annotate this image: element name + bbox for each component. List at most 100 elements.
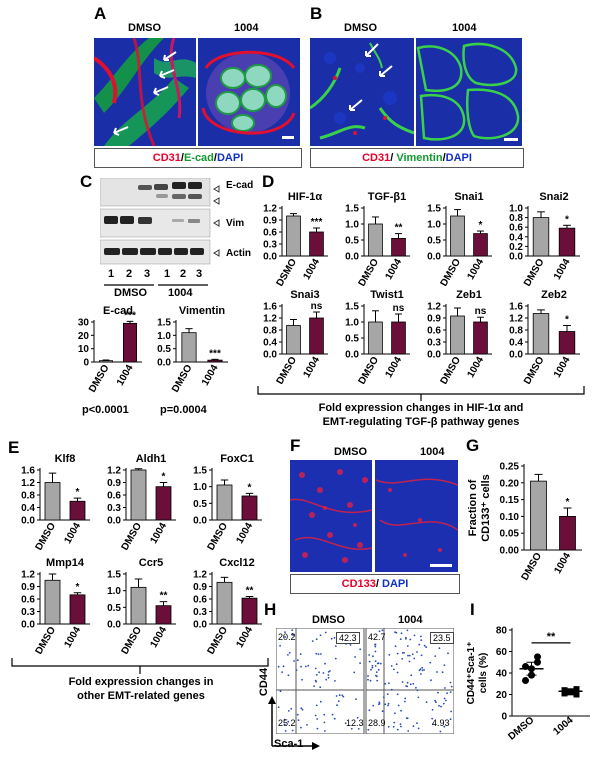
flow-event-dot <box>333 717 336 720</box>
bar <box>532 217 550 257</box>
y-tick-label: 0.3 <box>263 240 277 251</box>
y-axis-label: CD133⁺ cells <box>480 474 492 542</box>
data-point <box>573 686 580 693</box>
chart-i: 0 20 40 60 80 DMSO 1004 ** CD44⁺Sca-1⁺ cells (%) <box>466 626 590 743</box>
flow-event-dot <box>388 654 391 656</box>
bar <box>391 321 406 355</box>
chart-body: Aldh1 0.0 0.30.6 0.91.2 DMSO * 1004 <box>107 453 176 550</box>
y-tick-label: 20 <box>78 331 90 342</box>
flow-event-dot <box>371 665 374 667</box>
flow-event-dot <box>334 657 337 660</box>
legend-cd31: CD31 <box>362 152 391 164</box>
y-tick-label: 1.0 <box>193 482 207 493</box>
category-label: DMSO <box>357 257 382 286</box>
chart-title: HIF-1α <box>288 191 323 203</box>
data-point <box>561 687 568 694</box>
chart-body: TGF-β1 0.0 0.5 1.0 1.5 DMSO ** 1004 <box>345 191 410 286</box>
panel-b-dmso-image <box>310 38 414 146</box>
category-label: 1004 <box>552 257 573 282</box>
flow-event-dot <box>344 722 347 725</box>
y-tick-label: 0.5 <box>193 499 207 510</box>
panel-a-1004-image <box>198 38 300 146</box>
data-point <box>573 691 580 698</box>
flow-event-dot <box>387 725 390 728</box>
flow-event-dot <box>412 725 415 728</box>
flow-event-dot <box>314 679 317 682</box>
y-tick-label: 1.6 <box>509 302 523 313</box>
panel-f-dmso-title: DMSO <box>334 446 367 458</box>
flow-event-dot <box>416 689 419 692</box>
legend-sep: / <box>213 152 217 164</box>
flow-event-dot <box>333 636 336 639</box>
legend-vimentin: Vimentin <box>396 152 443 164</box>
flow-event-dot <box>443 697 446 700</box>
bar <box>286 325 301 355</box>
flow-event-dot <box>349 644 352 646</box>
category-label: 1004 <box>148 521 169 546</box>
flow-event-dot <box>324 662 326 665</box>
y-tick-label: 1.0 <box>107 586 121 597</box>
panel-b-legend: CD31/ Vimentin/DAPI <box>310 148 524 168</box>
flow-event-dot <box>323 713 326 716</box>
bar <box>241 597 258 625</box>
panel-f-1004-title: 1004 <box>420 446 445 458</box>
y-tick-label: 0.0 <box>263 252 277 263</box>
blot-group-dmso: DMSO <box>114 287 147 299</box>
legend-ecad: E-cad <box>183 152 214 164</box>
chart-body: E-cad 0 10 20 30 DMSO *** 1004 <box>78 305 142 394</box>
y-tick-label: 0 <box>83 358 89 369</box>
y-tick-label: 0.9 <box>21 582 35 593</box>
t1004-q-lr: 4.93 <box>432 718 450 728</box>
flow-event-dot <box>405 637 407 640</box>
legend-dapi: DAPI <box>382 578 409 590</box>
flow-event-dot <box>374 645 377 648</box>
lane-number: 1 <box>164 268 171 280</box>
chart-body: Snai1 0.0 0.5 1.0 1.5 DMSO * 1004 <box>427 191 492 286</box>
flow-event-dot <box>284 636 286 638</box>
chart-title: Ccr5 <box>139 557 163 569</box>
flow-event-dot <box>372 655 374 658</box>
flow-event-dot <box>445 699 447 702</box>
category-label: DMSO <box>439 355 464 384</box>
flow-event-dot <box>417 696 420 699</box>
y-tick-label: 0.0 <box>345 252 359 263</box>
flow-event-dot <box>395 663 398 666</box>
flow-event-dot <box>394 712 396 715</box>
y-tick-label: 0.0 <box>107 620 121 631</box>
flow-event-dot <box>443 664 446 666</box>
y-tick-label: 0.9 <box>427 314 441 325</box>
flow-event-dot <box>367 675 369 677</box>
y-tick-label: 80 <box>496 626 508 637</box>
flow-event-dot <box>331 713 334 716</box>
y-tick-label: 0.0 <box>509 252 523 263</box>
flow-event-dot <box>382 696 385 698</box>
y-tick-label: 0.6 <box>263 228 277 239</box>
blot-label-vim: Vim <box>226 218 245 229</box>
flow-event-dot <box>436 671 438 673</box>
chart-e-aldh1: Aldh1 0.0 0.30.6 0.91.2 DMSO * 1004 <box>107 453 176 550</box>
bar <box>473 233 488 257</box>
flow-event-dot <box>384 682 387 685</box>
flow-event-dot <box>378 702 381 705</box>
significance-label: *** <box>311 217 323 228</box>
category-label: 1004 <box>301 257 322 282</box>
chart-d-twist1: Twist1 0.0 0.5 1.0 1.5 DMSO ns 1004 <box>345 289 410 384</box>
category-label: 1004 <box>552 355 573 380</box>
flow-event-dot <box>319 700 322 703</box>
y-tick-label: 1.2 <box>193 570 207 581</box>
flow-event-dot <box>392 725 395 728</box>
lane-number: 3 <box>144 268 151 280</box>
chart-g: 0.00 0.05 0.10 0.15 0.20 0.25 DMSO * 1004 Fractio… <box>467 462 582 582</box>
y-tick-label: 0.20 <box>500 478 520 489</box>
flow-event-dot <box>438 704 440 707</box>
category-label: 1004 <box>62 521 83 546</box>
y-tick-label: 1.5 <box>427 204 441 215</box>
legend-dapi: DAPI <box>216 152 244 164</box>
flow-event-dot <box>393 721 396 724</box>
flow-event-dot <box>396 652 399 655</box>
dmso-q-ul: 20.2 <box>278 632 296 642</box>
panel-a-1004-title: 1004 <box>234 22 259 34</box>
data-point <box>522 677 529 685</box>
legend-cd133: CD133 <box>341 578 376 590</box>
flow-event-dot <box>281 671 283 673</box>
